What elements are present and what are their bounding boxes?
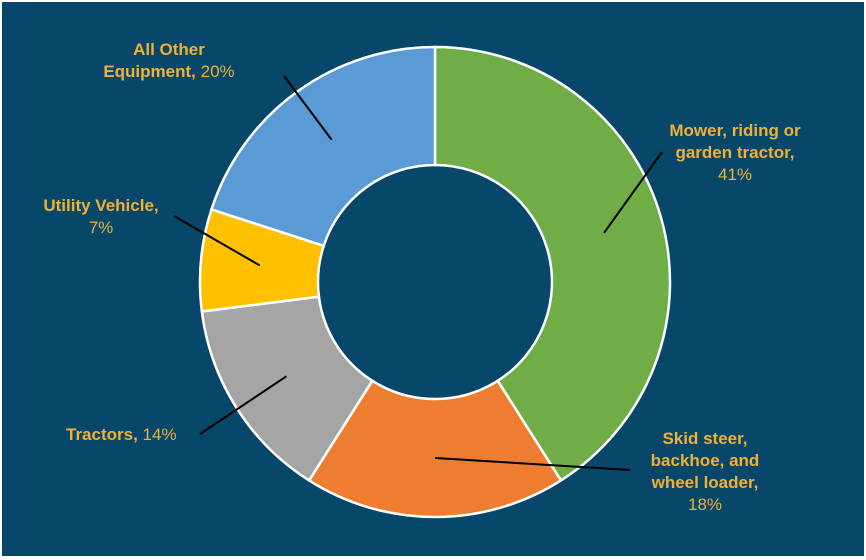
- label-all-other-name-1: All Other: [133, 40, 205, 59]
- slice-skid-steer: [307, 379, 563, 519]
- label-skid-steer-name-2: backhoe, and: [650, 451, 760, 470]
- label-all-other-pct: 20%: [200, 62, 235, 81]
- label-mower-name-1: Mower, riding or: [669, 121, 801, 140]
- label-skid-steer-pct: 18%: [687, 495, 723, 514]
- slice-all-other: [209, 45, 437, 248]
- label-skid-steer-name-1: Skid steer,: [662, 429, 748, 448]
- label-skid-steer: Skid steer, backhoe, and wheel loader, 1…: [630, 428, 780, 516]
- slice-mower: [433, 45, 672, 483]
- leader-line-tractors: [199, 375, 287, 435]
- leader-line-utility-vehicle: [173, 215, 261, 267]
- label-mower-name-2: garden tractor,: [675, 143, 795, 162]
- leader-line-all-other: [283, 75, 333, 141]
- label-utility-vehicle: Utility Vehicle, 7%: [26, 195, 176, 239]
- slice-tractors: [200, 295, 375, 483]
- leader-line-skid-steer: [434, 457, 631, 471]
- label-tractors-name: Tractors,: [66, 425, 138, 444]
- label-tractors-pct: 14%: [142, 425, 177, 444]
- label-utility-vehicle-name: Utility Vehicle,: [43, 196, 159, 215]
- label-all-other-name-2: Equipment,: [103, 62, 196, 81]
- label-utility-vehicle-pct: 7%: [88, 218, 114, 237]
- label-tractors: Tractors, 14%: [66, 424, 206, 446]
- label-skid-steer-name-3: wheel loader,: [651, 473, 759, 492]
- label-mower: Mower, riding or garden tractor, 41%: [650, 120, 820, 186]
- label-mower-pct: 41%: [717, 165, 753, 184]
- label-all-other: All Other Equipment, 20%: [84, 39, 254, 83]
- leader-line-mower: [603, 151, 663, 234]
